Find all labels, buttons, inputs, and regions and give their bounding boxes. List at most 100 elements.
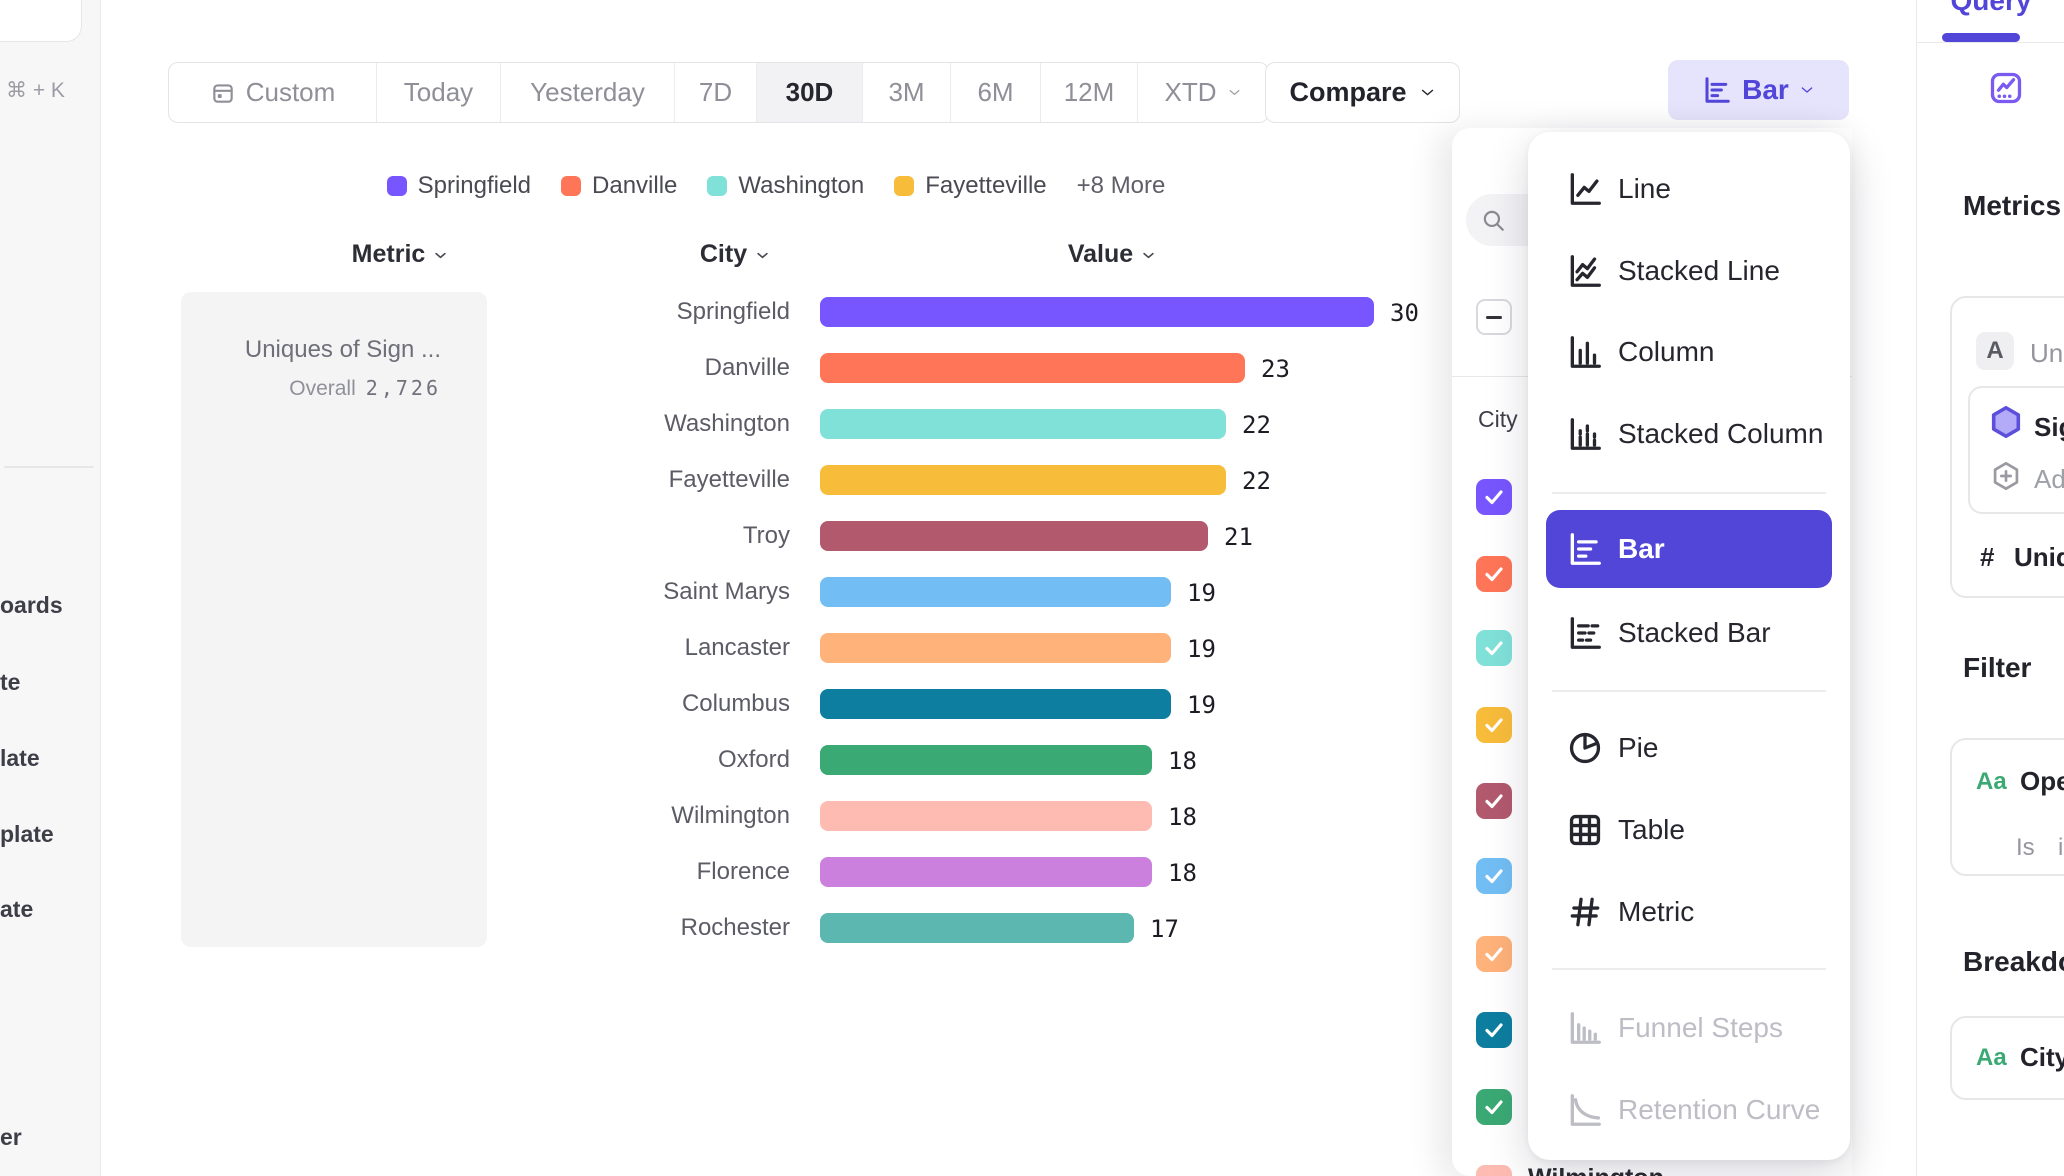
menu-item-stacked-column[interactable]: Stacked Column [1528,406,1850,462]
string-type-icon: Aa [1976,768,2007,795]
city-checkbox[interactable] [1476,1012,1512,1048]
breakdown-heading: Breakdown [1963,946,2064,977]
city-checkbox[interactable] [1476,479,1512,515]
bar-row-label: Oxford [717,746,790,773]
sidebar-item-partial[interactable]: plate [0,821,54,847]
chart-type-button[interactable]: Bar [1668,60,1849,120]
bar-segment[interactable] [820,801,1152,831]
bar-value: 18 [1168,747,1197,775]
range-button-7d[interactable]: 7D [674,63,756,122]
filter-card[interactable]: Aa Opened Is in [1950,738,2064,876]
menu-item-pie[interactable]: Pie [1528,720,1850,776]
legend-swatch [894,176,915,196]
bar-icon [1566,530,1604,568]
bar-segment[interactable] [820,913,1134,943]
bar-row-label: Fayetteville [668,466,790,493]
bar-segment[interactable] [820,353,1245,383]
event-card[interactable]: Sign up Add [1968,386,2064,514]
city-checkbox[interactable] [1476,1165,1512,1176]
legend-swatch [561,176,582,196]
bar-segment[interactable] [820,577,1171,607]
bar-segment[interactable] [820,409,1226,439]
add-event-icon[interactable] [1990,460,2022,492]
bar-segment[interactable] [820,745,1152,775]
tab-active-underline [1942,33,2020,42]
city-checkbox[interactable] [1476,936,1512,972]
range-button-today[interactable]: Today [376,63,500,122]
legend-item-fayetteville[interactable]: Fayetteville [894,172,1047,200]
metrics-card[interactable]: A Uniques Sign up Add # Uniques [1950,296,2064,598]
city-checkbox[interactable] [1476,556,1512,592]
menu-item-metric[interactable]: Metric [1528,884,1850,940]
range-button-30d[interactable]: 30D [756,63,862,122]
city-checkbox[interactable] [1476,707,1512,743]
bar-segment[interactable] [820,465,1226,495]
metric-card[interactable]: Uniques of Sign ... Overall 2,726 [181,292,487,947]
city-checkbox[interactable] [1476,1089,1512,1125]
bar-segment[interactable] [820,521,1208,551]
legend-more-button[interactable]: +8 More [1076,172,1166,199]
legend-item-springfield[interactable]: Springfield [386,172,531,200]
range-button-xtd[interactable]: XTD [1137,63,1268,122]
bar-value: 18 [1168,803,1197,831]
range-label: Yesterday [530,77,645,107]
selector-city-header: City [1478,406,1518,432]
sidebar-item-partial[interactable]: ate [0,896,34,922]
menu-item-label: Retention Curve [1618,1094,1821,1125]
insights-icon[interactable] [1988,70,2024,106]
column-header-value[interactable]: Value [1012,240,1212,269]
aggregation-label[interactable]: Uniques [2014,542,2064,572]
menu-item-line[interactable]: Line [1528,161,1850,217]
select-all-checkbox[interactable] [1476,299,1512,335]
command-k-shortcut: ⌘ + K [6,79,65,102]
metrics-heading: Metrics [1963,190,2062,221]
column-header-metric[interactable]: Metric [300,240,500,269]
menu-item-label: Funnel Steps [1618,1012,1783,1043]
legend-item-danville[interactable]: Danville [561,172,677,200]
bar-segment[interactable] [820,857,1152,887]
table-icon [1566,811,1604,849]
menu-item-retention-curve: Retention Curve [1528,1082,1850,1138]
range-button-yesterday[interactable]: Yesterday [500,63,674,122]
legend-item-washington[interactable]: Washington [707,172,864,200]
menu-item-table[interactable]: Table [1528,802,1850,858]
menu-item-bar[interactable]: Bar [1546,510,1832,588]
bar-row-label: Florence [696,858,790,885]
compare-button[interactable]: Compare [1265,62,1460,123]
menu-item-stacked-line[interactable]: Stacked Line [1528,243,1850,299]
sidebar-item-partial[interactable]: er [0,1124,22,1150]
bar-segment[interactable] [820,689,1171,719]
bar-value: 18 [1168,859,1197,887]
table-row: Springfield 30 [0,284,1452,340]
stacked-column-icon [1566,415,1604,453]
table-row: Rochester 17 [0,900,1452,956]
string-type-icon: Aa [1976,1044,2007,1071]
menu-item-stacked-bar[interactable]: Stacked Bar [1528,605,1850,661]
bar-value: 30 [1390,299,1419,327]
tab-query[interactable]: Query [1950,0,2032,16]
filter-operator[interactable]: Is [2016,834,2035,861]
breakdown-card[interactable]: Aa City [1950,1016,2064,1100]
chart-type-menu: Line Stacked Line Column Stacked Column Bar S… [1528,132,1850,1160]
city-checkbox[interactable] [1476,858,1512,894]
range-button-custom[interactable]: Custom [169,63,376,122]
menu-item-column[interactable]: Column [1528,324,1850,380]
sidebar-item-partial[interactable]: oards [0,592,63,618]
sidebar-item-partial[interactable]: te [0,669,21,695]
sidebar-item-partial[interactable]: late [0,745,40,771]
table-row: Florence 18 [0,844,1452,900]
range-button-12m[interactable]: 12M [1040,63,1137,122]
pie-icon [1566,729,1604,767]
bar-segment[interactable] [820,297,1374,327]
column-header-city[interactable]: City [635,240,835,269]
bar-segment[interactable] [820,633,1171,663]
city-checkbox[interactable] [1476,783,1512,819]
range-button-3m[interactable]: 3M [862,63,950,122]
range-button-6m[interactable]: 6M [950,63,1040,122]
city-checkbox[interactable] [1476,630,1512,666]
add-event-label[interactable]: Add [2034,464,2064,494]
metric-name: Uniques [2030,338,2064,368]
table-row: Washington 22 [0,396,1452,452]
metric-overall-value: 2,726 [365,376,441,400]
